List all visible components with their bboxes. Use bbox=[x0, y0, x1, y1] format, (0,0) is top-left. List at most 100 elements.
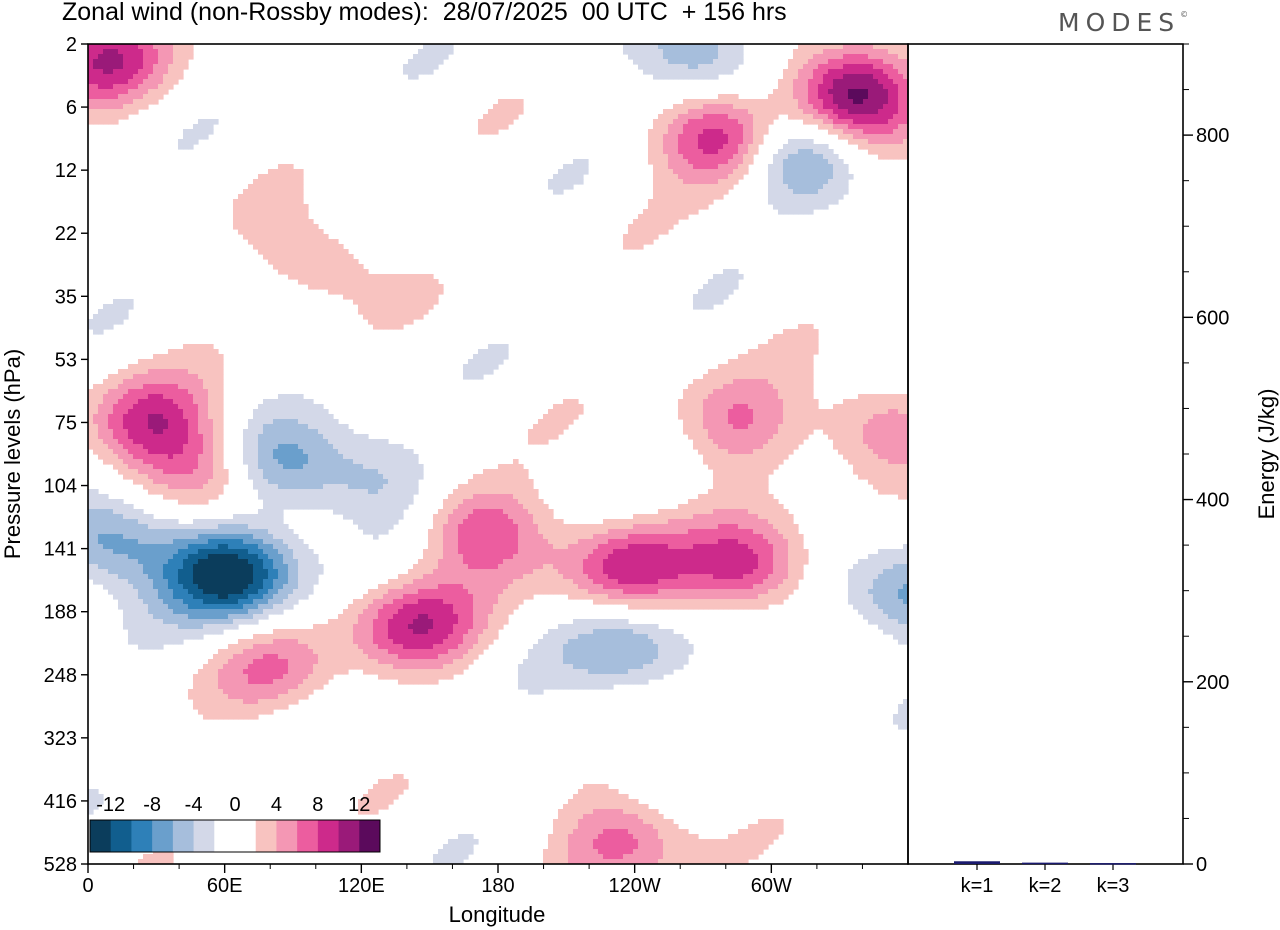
heatmap-cell bbox=[668, 119, 674, 125]
heatmap-cell bbox=[408, 279, 414, 285]
heatmap-cell bbox=[273, 409, 279, 415]
heatmap-cell bbox=[408, 304, 414, 310]
heatmap-cell bbox=[268, 404, 274, 410]
heatmap-cell bbox=[448, 514, 454, 520]
heatmap-cell bbox=[718, 64, 724, 70]
heatmap-cell bbox=[728, 114, 734, 120]
heatmap-cell bbox=[318, 249, 324, 255]
heatmap-cell bbox=[288, 249, 294, 255]
heatmap-cell bbox=[863, 114, 869, 120]
heatmap-cell bbox=[883, 114, 889, 120]
heatmap-cell bbox=[763, 349, 769, 355]
heatmap-cell bbox=[93, 394, 99, 400]
heatmap-cell bbox=[218, 399, 224, 405]
heatmap-cell bbox=[333, 284, 339, 290]
heatmap-cell bbox=[93, 114, 99, 120]
heatmap-cell bbox=[843, 399, 849, 405]
heatmap-cell bbox=[853, 409, 859, 415]
heatmap-cell bbox=[763, 384, 769, 390]
heatmap-cell bbox=[348, 429, 354, 435]
heatmap-cell bbox=[698, 199, 704, 205]
heatmap-cell bbox=[163, 464, 169, 470]
heatmap-cell bbox=[458, 494, 464, 500]
heatmap-cell bbox=[883, 134, 889, 140]
heatmap-cell bbox=[738, 474, 744, 480]
heatmap-cell bbox=[728, 69, 734, 75]
heatmap-cell bbox=[98, 439, 104, 445]
heatmap-cell bbox=[893, 69, 899, 75]
heatmap-cell bbox=[708, 404, 714, 410]
heatmap-cell bbox=[683, 174, 689, 180]
heatmap-cell bbox=[803, 94, 809, 100]
heatmap-cell bbox=[238, 199, 244, 205]
heatmap-cell bbox=[368, 484, 374, 490]
heatmap-cell bbox=[873, 399, 879, 405]
heatmap-cell bbox=[798, 354, 804, 360]
heatmap-cell bbox=[98, 319, 104, 325]
heatmap-cell bbox=[108, 454, 114, 460]
heatmap-cell bbox=[763, 469, 769, 475]
heatmap-cell bbox=[353, 494, 359, 500]
heatmap-cell bbox=[843, 119, 849, 125]
heatmap-cell bbox=[743, 129, 749, 135]
heatmap-cell bbox=[723, 379, 729, 385]
heatmap-cell bbox=[758, 104, 764, 110]
heatmap-cell bbox=[863, 44, 869, 50]
heatmap-cell bbox=[493, 489, 499, 495]
heatmap-cell bbox=[208, 359, 214, 365]
heatmap-cell bbox=[833, 104, 839, 110]
heatmap-cell bbox=[848, 109, 854, 115]
heatmap-cell bbox=[128, 474, 134, 480]
heatmap-cell bbox=[728, 489, 734, 495]
heatmap-cell bbox=[308, 494, 314, 500]
heatmap-cell bbox=[748, 454, 754, 460]
heatmap-cell bbox=[823, 414, 829, 420]
heatmap-cell bbox=[248, 209, 254, 215]
heatmap-cell bbox=[703, 159, 709, 165]
heatmap-cell bbox=[408, 309, 414, 315]
heatmap-cell bbox=[673, 59, 679, 65]
heatmap-cell bbox=[418, 54, 424, 60]
heatmap-cell bbox=[163, 434, 169, 440]
heatmap-cell bbox=[708, 279, 714, 285]
heatmap-cell bbox=[688, 514, 694, 520]
heatmap-cell bbox=[173, 404, 179, 410]
heatmap-cell bbox=[843, 169, 849, 175]
heatmap-cell bbox=[178, 444, 184, 450]
heatmap-cell bbox=[788, 74, 794, 80]
heatmap-cell bbox=[888, 434, 894, 440]
heatmap-cell bbox=[498, 99, 504, 105]
heatmap-cell bbox=[293, 489, 299, 495]
heatmap-cell bbox=[658, 214, 664, 220]
heatmap-cell bbox=[138, 474, 144, 480]
heatmap-cell bbox=[158, 354, 164, 360]
heatmap-cell bbox=[123, 424, 129, 430]
heatmap-cell bbox=[733, 444, 739, 450]
heatmap-cell bbox=[188, 454, 194, 460]
heatmap-cell bbox=[673, 219, 679, 225]
heatmap-cell bbox=[193, 409, 199, 415]
heatmap-cell bbox=[748, 494, 754, 500]
heatmap-cell bbox=[808, 104, 814, 110]
heatmap-cell bbox=[898, 449, 904, 455]
heatmap-cell bbox=[178, 384, 184, 390]
heatmap-cell bbox=[133, 419, 139, 425]
heatmap-cell bbox=[103, 384, 109, 390]
heatmap-cell bbox=[778, 184, 784, 190]
heatmap-cell bbox=[733, 134, 739, 140]
heatmap-cell bbox=[143, 49, 149, 55]
heatmap-cell bbox=[753, 109, 759, 115]
heatmap-cell bbox=[818, 59, 824, 65]
heatmap-cell bbox=[818, 124, 824, 130]
heatmap-cell bbox=[743, 469, 749, 475]
heatmap-cell bbox=[333, 464, 339, 470]
heatmap-cell bbox=[473, 494, 479, 500]
heatmap-cell bbox=[103, 94, 109, 100]
heatmap-cell bbox=[858, 94, 864, 100]
heatmap-cell bbox=[788, 389, 794, 395]
heatmap-cell bbox=[133, 454, 139, 460]
heatmap-cell bbox=[758, 439, 764, 445]
heatmap-cell bbox=[718, 179, 724, 185]
heatmap-cell bbox=[873, 449, 879, 455]
heatmap-cell bbox=[403, 474, 409, 480]
